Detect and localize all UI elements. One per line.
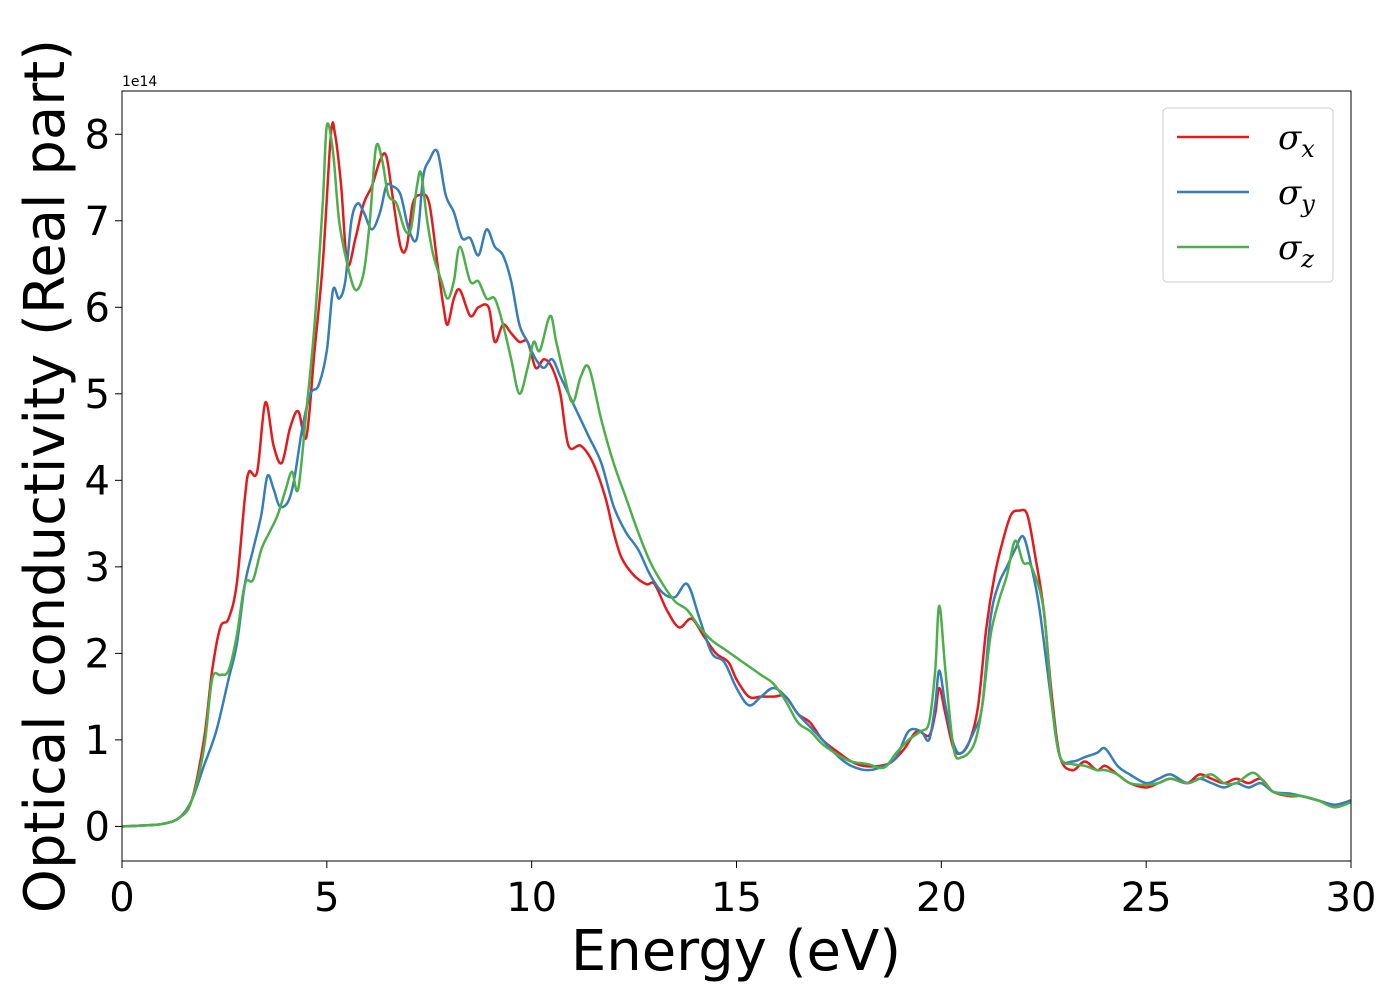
y-tick-label: 6 [85, 285, 110, 331]
x-tick-label: 5 [314, 875, 339, 921]
legend-subscript: x [1301, 135, 1315, 163]
series-layer [122, 121, 1351, 828]
x-tick-label: 10 [506, 875, 557, 921]
series-line-x [122, 121, 1351, 828]
x-tick-label: 30 [1326, 875, 1377, 921]
x-tick-label: 15 [711, 875, 762, 921]
y-axis: 0 1 2 3 4 5 6 7 8 [85, 112, 122, 850]
legend-label-y: σy [1278, 173, 1315, 218]
x-axis-label: Energy (eV) [571, 919, 901, 984]
legend-symbol: σ [1278, 173, 1302, 213]
y-tick-label: 8 [85, 112, 110, 158]
legend-subscript: y [1300, 190, 1315, 218]
legend-symbol: σ [1278, 118, 1302, 158]
legend-label-z: σz [1278, 228, 1314, 273]
series-line-y [122, 148, 1351, 828]
series-line-z [122, 122, 1351, 828]
x-tick-label: 25 [1121, 875, 1172, 921]
x-axis: 0 5 10 15 20 25 30 [109, 861, 1376, 921]
y-tick-label: 2 [85, 631, 110, 677]
legend-label-x: σx [1278, 118, 1315, 163]
y-offset-label: 1e14 [122, 74, 157, 90]
y-tick-label: 5 [85, 372, 110, 418]
legend-symbol: σ [1278, 228, 1302, 268]
y-tick-label: 0 [85, 804, 110, 850]
y-tick-label: 4 [85, 458, 110, 504]
y-tick-label: 7 [85, 199, 110, 245]
x-tick-label: 20 [916, 875, 967, 921]
y-tick-label: 3 [85, 545, 110, 591]
legend-subscript: z [1300, 245, 1314, 273]
x-tick-label: 0 [109, 875, 134, 921]
y-axis-label: Optical conductivity (Real part) [13, 39, 78, 913]
y-tick-label: 1 [85, 718, 110, 764]
legend-box [1162, 107, 1334, 283]
